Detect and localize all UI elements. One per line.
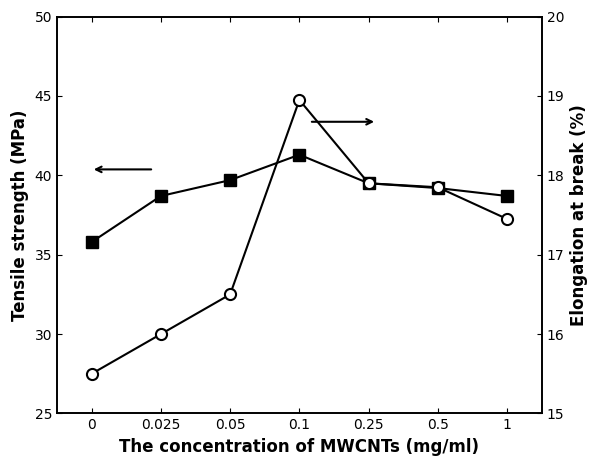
Y-axis label: Elongation at break (%): Elongation at break (%) <box>570 104 588 326</box>
X-axis label: The concentration of MWCNTs (mg/ml): The concentration of MWCNTs (mg/ml) <box>119 438 479 456</box>
Y-axis label: Tensile strength (MPa): Tensile strength (MPa) <box>11 109 29 321</box>
